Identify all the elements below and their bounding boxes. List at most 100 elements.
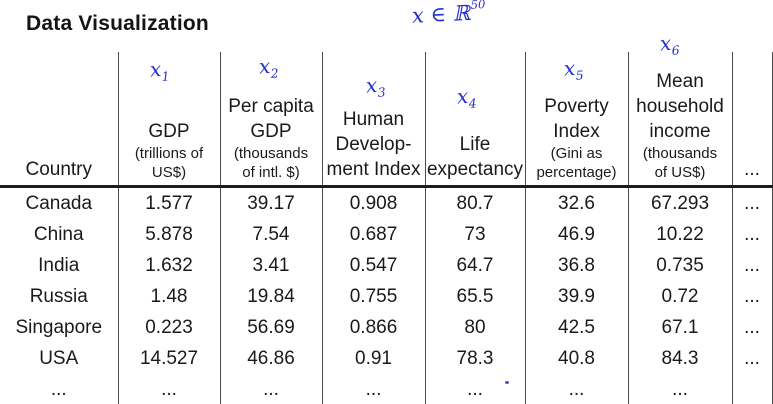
cell-mean-household-income: 67.1 [627,312,732,343]
header-line: GDP [250,121,292,142]
cell-human-development-index: 0.866 [321,312,425,343]
cell-country: China [33,223,84,245]
cell-per-capita-gdp: 19.84 [219,281,322,312]
cell-human-development-index: 0.547 [321,250,425,281]
cell-mean-household-income: 10.22 [627,219,732,250]
cell-human-development-index: ... [321,374,425,404]
column-header-human-development-index: Human Develop-ment Index [321,52,425,188]
cell-more: ... [731,343,773,374]
cell-per-capita-gdp: 3.41 [219,250,322,281]
column-header-gdp: GDP (trillions of US$) [117,52,220,188]
cell-country: ... [0,374,118,404]
header-line: GDP [148,121,190,142]
table-row: Canada 1.577 39.17 0.908 80.7 32.6 67.293... [0,186,773,219]
cell-poverty-index: 39.9 [524,281,628,312]
cell-gdp: 5.878 [117,219,220,250]
table-row: Singapore 0.223 56.69 0.866 80 42.5 67.1... [0,312,773,343]
cell-gdp: 14.527 [117,343,220,374]
cell-mean-household-income: 0.735 [627,250,732,281]
header-line: Poverty [544,96,609,117]
table-body: Canada 1.577 39.17 0.908 80.7 32.6 67.293... Ch… [0,186,773,404]
formula-annotation: x ∈ ℝ50 [411,0,486,28]
cell-life-expectancy: 80.7 [424,186,525,219]
cell-poverty-index: ... [524,374,628,404]
column-header-country: Country [0,52,118,188]
cell-gdp: ... [117,374,220,404]
cell-gdp: 1.632 [117,250,220,281]
cell-per-capita-gdp: 56.69 [219,312,322,343]
table-row: USA 14.527 46.86 0.91 78.3 40.8 84.3... [0,343,773,374]
column-header-mean-household-income: Mean household income (thousands of US$) [627,52,732,188]
column-header-poverty-index: Poverty Index (Gini as percentage) [524,52,628,188]
cell-per-capita-gdp: ... [219,374,322,404]
table-row: ..................... [0,374,773,404]
cell-gdp: 1.48 [117,281,220,312]
cell-life-expectancy: 64.7 [424,250,525,281]
cell-human-development-index: 0.755 [321,281,425,312]
cell-country: India [38,254,80,276]
header-line: expectancy [426,159,524,180]
cell-country: USA [39,347,79,369]
cell-mean-household-income: 67.293 [627,186,732,219]
formula-base: x ∈ ℝ [411,0,471,28]
formula-exponent: 50 [470,0,486,12]
cell-more: ... [731,312,773,343]
cell-more: ... [731,250,773,281]
header-line: ment Index [326,159,421,180]
cell-life-expectancy: 78.3 [424,343,525,374]
cell-life-expectancy: ... [424,374,525,404]
header-subline: percentage) [536,164,617,181]
header-line: Per capita [228,96,314,117]
cell-human-development-index: 0.908 [321,186,425,219]
header-line: Country [25,159,93,180]
cell-per-capita-gdp: 39.17 [219,186,322,219]
header-line: ... [744,159,760,180]
cell-poverty-index: 36.8 [524,250,628,281]
header-subline: US$) [151,164,187,181]
table-row: India 1.632 3.41 0.547 64.7 36.8 0.735... [0,250,773,281]
header-subline: (trillions of [134,145,204,162]
cell-country: Russia [29,285,88,307]
cell-poverty-index: 40.8 [524,343,628,374]
column-header-life-expectancy: Life expectancy [424,52,525,188]
cell-mean-household-income: ... [627,374,732,404]
cell-per-capita-gdp: 46.86 [219,343,322,374]
header-line: Mean [656,71,704,92]
cell-gdp: 1.577 [117,186,220,219]
header-line: Index [553,121,600,142]
cell-per-capita-gdp: 7.54 [219,219,322,250]
header-subline: of intl. $) [242,164,300,181]
cell-life-expectancy: 65.5 [424,281,525,312]
header-line: household [636,96,724,117]
table-row: Russia 1.48 19.84 0.755 65.5 39.9 0.72... [0,281,773,312]
header-subline: (thousands [233,145,309,162]
header-row: Country GDP (trillions of US$) Per capita GDP… [0,52,773,188]
cell-more [731,374,773,404]
header-line: Human [342,109,405,130]
header-line: Life [459,134,491,155]
table-row: China 5.878 7.54 0.687 73 46.9 10.22... [0,219,773,250]
header-subline: (thousands [642,145,718,162]
page-title: Data Visualization [26,12,209,35]
cell-more: ... [731,281,773,312]
cell-more: ... [731,186,773,219]
cell-gdp: 0.223 [117,312,220,343]
cell-country: Canada [25,192,93,214]
cell-country: Singapore [15,316,103,338]
cell-human-development-index: 0.91 [321,343,425,374]
column-header-more: ... [731,52,773,188]
cell-life-expectancy: 80 [424,312,525,343]
header-line: income [649,121,711,142]
column-header-per-capita-gdp: Per capita GDP (thousands of intl. $) [219,52,322,188]
cell-mean-household-income: 84.3 [627,343,732,374]
cell-poverty-index: 42.5 [524,312,628,343]
header-line: Develop- [335,134,412,155]
cell-mean-household-income: 0.72 [627,281,732,312]
cell-poverty-index: 46.9 [524,219,628,250]
cell-life-expectancy: 73 [424,219,525,250]
cell-more: ... [731,219,773,250]
cell-poverty-index: 32.6 [524,186,628,219]
header-subline: of US$) [654,164,706,181]
header-subline: (Gini as [550,145,603,162]
